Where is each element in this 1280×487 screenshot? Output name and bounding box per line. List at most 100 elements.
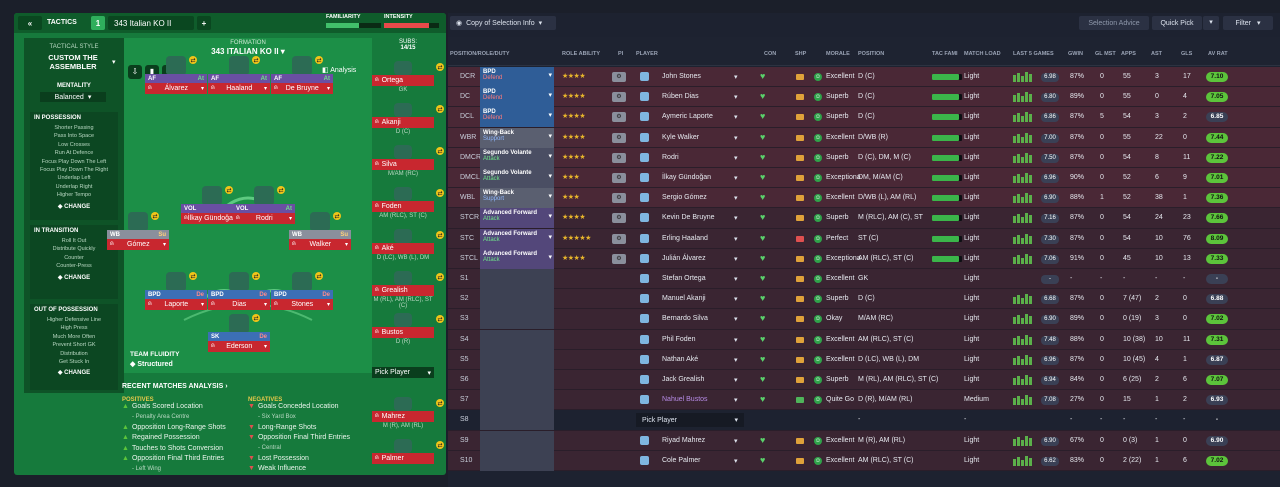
pitch-player[interactable]: BPD De ⍝ Stones ▾ ⇄: [271, 272, 333, 310]
role-duty-box[interactable]: Wing-Back Support ▾: [480, 188, 554, 209]
collapse-icon[interactable]: «: [18, 16, 42, 30]
swap-icon[interactable]: ⇄: [436, 273, 444, 281]
pick-player-select[interactable]: Pick Player ▾: [636, 413, 744, 428]
chevron-down-icon[interactable]: ▾: [734, 316, 738, 324]
swap-icon[interactable]: ⇄: [189, 56, 197, 64]
player-name[interactable]: Jack Grealish: [662, 376, 705, 383]
role-duty-box[interactable]: Segundo Volante Attack ▾: [480, 168, 554, 188]
sub-slot[interactable]: ⍝ Bustos D (R) ⇄: [372, 313, 444, 353]
table-row[interactable]: WBL Wing-Back Support ▾ ★★★ ⚙ Sergio Gómez ▾ ♥ ☺ E…: [448, 188, 1280, 209]
add-tactic-button[interactable]: +: [197, 16, 211, 30]
pi-icon[interactable]: ⚙: [612, 72, 626, 82]
chevron-down-icon[interactable]: ▾: [734, 94, 738, 102]
download-icon[interactable]: ⇩: [128, 65, 142, 79]
table-row[interactable]: DMCL Segundo Volante Attack ▾ ★★★ ⚙ İlkay Günd…: [448, 168, 1280, 189]
role-duty-box[interactable]: BPD Defend ▾: [480, 67, 554, 87]
tactic-name[interactable]: 343 Italian KO II: [108, 16, 194, 30]
chevron-down-icon[interactable]: ▾: [734, 437, 738, 445]
table-row[interactable]: STCL Advanced Forward Attack ▾ ★★★★ ⚙ Julián Á…: [448, 248, 1280, 269]
analysis-item[interactable]: ▼ Goals Conceded Location: [248, 403, 368, 414]
pitch-player[interactable]: WB Su ⍝ Gómez ▾ ⇄: [107, 212, 169, 250]
player-name[interactable]: Erling Haaland: [662, 234, 708, 242]
swap-icon[interactable]: ⇄: [436, 441, 444, 449]
analysis-item[interactable]: ▲ Opposition Final Third Entries: [122, 455, 242, 466]
analysis-item[interactable]: ▲ Touches to Shots Conversion: [122, 445, 242, 456]
selection-advice-button[interactable]: Selection Advice: [1079, 16, 1149, 30]
role-duty-box[interactable]: Wing-Back Support ▾: [480, 127, 554, 148]
formation-name[interactable]: 343 ITALIAN KO II ▾: [211, 47, 285, 56]
analysis-item[interactable]: ▼ Weak Influence: [248, 465, 368, 475]
column-header[interactable]: AV RAT: [1208, 51, 1228, 57]
swap-icon[interactable]: ⇄: [333, 212, 341, 220]
player-name[interactable]: John Stones: [662, 73, 701, 80]
in-possession-change-button[interactable]: ◆ CHANGE: [57, 203, 91, 210]
role-duty-box[interactable]: Segundo Volante Attack ▾: [480, 147, 554, 168]
pi-icon[interactable]: ⚙: [612, 253, 626, 264]
role-duty-box[interactable]: Advanced Forward Attack ▾: [480, 208, 554, 229]
chevron-down-icon[interactable]: ▾: [112, 59, 116, 66]
player-name[interactable]: Rodri: [662, 153, 679, 161]
swap-icon[interactable]: ⇄: [252, 56, 260, 64]
column-header[interactable]: TAC FAMI: [932, 51, 958, 57]
swap-icon[interactable]: ⇄: [436, 147, 444, 155]
in-transition-change-button[interactable]: ◆ CHANGE: [57, 274, 91, 281]
analysis-button[interactable]: ◧ Analysis: [322, 67, 357, 74]
player-name[interactable]: Cole Palmer: [662, 456, 701, 464]
player-name[interactable]: Kyle Walker: [662, 133, 700, 141]
chevron-down-icon[interactable]: ▾: [734, 215, 738, 223]
sub-slot[interactable]: ⍝ Aké D (LC), WB (L), DM ⇄: [372, 229, 444, 269]
column-header[interactable]: GL MST: [1095, 51, 1116, 57]
pitch-player[interactable]: BPD De ⍝ Dias ▾ ⇄: [208, 272, 270, 310]
pick-player-select[interactable]: Pick Player ▾: [372, 367, 434, 378]
analysis-item[interactable]: ▼ Lost Possession: [248, 455, 368, 466]
role-duty-box[interactable]: BPD Defend ▾: [480, 87, 554, 108]
table-row[interactable]: S8 Pick Player ▾ - - - - - - - -: [448, 410, 1280, 431]
player-name[interactable]: Aymeric Laporte: [662, 113, 713, 121]
sub-slot[interactable]: ⍝ Akanji D (C) ⇄: [372, 103, 444, 143]
player-name[interactable]: Riyad Mahrez: [662, 436, 706, 444]
table-row[interactable]: S6 Jack Grealish ▾ ♥ ☺ Superb M (RL), AM (RLC)…: [448, 370, 1280, 391]
table-row[interactable]: S7 Nahuel Bustos ▾ ♥ ☺ Quite Go D (R), M/AM (R…: [448, 390, 1280, 411]
player-name[interactable]: Sergio Gómez: [662, 194, 707, 202]
pitch-player[interactable]: AF At ⍝ Álvarez ▾ ⇄: [145, 56, 207, 94]
column-header[interactable]: PLAYER: [636, 51, 658, 57]
chevron-down-icon[interactable]: ▾: [734, 195, 738, 203]
pitch-player[interactable]: SK De ⍝ Ederson ▾ ⇄: [208, 314, 270, 352]
sub-slot[interactable]: ⍝ Ortega GK ⇄: [372, 61, 444, 101]
table-row[interactable]: S4 Phil Foden ▾ ♥ ☺ Excellent AM (RLC), ST (C)…: [448, 329, 1280, 350]
sub-slot[interactable]: ⍝ Mahrez M (R), AM (RL) ⇄: [372, 397, 444, 437]
swap-icon[interactable]: ⇄: [436, 63, 444, 71]
chevron-down-icon[interactable]: ▾: [734, 356, 738, 364]
pi-icon[interactable]: ⚙: [612, 193, 626, 204]
player-name[interactable]: Stefan Ortega: [662, 275, 706, 282]
quick-pick-button[interactable]: Quick Pick: [1152, 16, 1202, 30]
chevron-down-icon[interactable]: ▾: [734, 397, 738, 405]
filter-button[interactable]: Filter ▾: [1223, 16, 1273, 30]
swap-icon[interactable]: ⇄: [436, 399, 444, 407]
player-name[interactable]: Manuel Akanji: [662, 295, 706, 303]
pitch-player[interactable]: WB Su ⍝ Walker ▾ ⇄: [289, 212, 351, 250]
chevron-down-icon[interactable]: ▾: [734, 114, 738, 122]
tactical-style-name[interactable]: CUSTOM THE ASSEMBLER: [48, 53, 98, 71]
column-header[interactable]: ROLE ABILITY: [562, 51, 600, 57]
analysis-item[interactable]: ▲ Opposition Long-Range Shots: [122, 424, 242, 435]
sub-slot[interactable]: ⍝ Palmer ⇄: [372, 439, 444, 475]
table-row[interactable]: DCR BPD Defend ▾ ★★★★ ⚙ John Stones ▾ ♥ ☺ Excellen…: [448, 67, 1280, 88]
sub-slot[interactable]: ⍝ Foden AM (RLC), ST (C) ⇄: [372, 187, 444, 227]
out-of-possession-change-button[interactable]: ◆ CHANGE: [57, 370, 91, 377]
swap-icon[interactable]: ⇄: [225, 186, 233, 194]
table-row[interactable]: DC BPD Defend ▾ ★★★★ ⚙ Rúben Dias ▾ ♥ ☺ Superb D (C…: [448, 87, 1280, 108]
table-row[interactable]: S9 Riyad Mahrez ▾ ♥ ☺ Excellent M (R), AM (RL)…: [448, 430, 1280, 451]
chevron-down-icon[interactable]: ▾: [734, 235, 738, 243]
analysis-item[interactable]: ▼ Long-Range Shots: [248, 424, 368, 435]
chevron-down-icon[interactable]: ▾: [734, 154, 738, 162]
analysis-item[interactable]: ▲ Goals Scored Location: [122, 403, 242, 414]
pitch-player[interactable]: VOL At ⍝ Rodri ▾ ⇄: [233, 186, 295, 224]
chevron-down-icon[interactable]: ▾: [734, 276, 738, 283]
swap-icon[interactable]: ⇄: [277, 186, 285, 194]
column-header[interactable]: MATCH LOAD: [964, 51, 1001, 57]
swap-icon[interactable]: ⇄: [436, 315, 444, 323]
column-header[interactable]: GWIN: [1068, 51, 1083, 57]
analysis-item[interactable]: ▼ Opposition Final Third Entries: [248, 434, 368, 445]
column-header[interactable]: CON: [764, 51, 777, 57]
